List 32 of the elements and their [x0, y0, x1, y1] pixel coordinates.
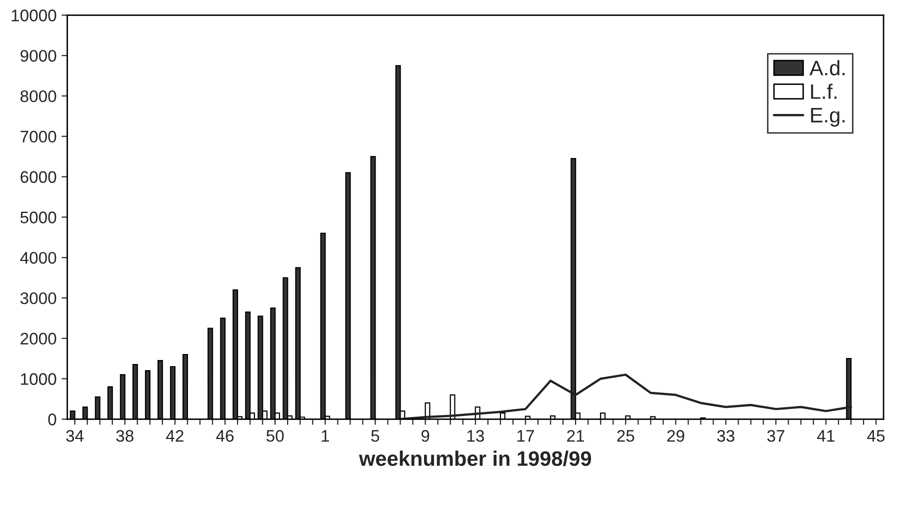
y-tick-label: 3000	[20, 292, 56, 304]
y-tick-label: 6000	[20, 171, 56, 183]
x-tick-label: 50	[266, 430, 284, 442]
x-tick-label: 5	[371, 430, 380, 442]
x-tick-label: 1	[322, 430, 329, 442]
x-tick-label: 34	[66, 430, 84, 442]
y-tick-label: 4000	[20, 252, 56, 264]
y-tick-label: 5000	[20, 212, 56, 224]
legend-label: E.g.	[811, 108, 845, 127]
y-tick-label: 10000	[12, 10, 56, 22]
x-tick-label: 46	[216, 430, 234, 442]
x-tick-label: 45	[867, 430, 885, 442]
y-tick-label: 2000	[20, 332, 56, 345]
x-axis-title: weeknumber in 1998/99	[358, 450, 592, 466]
x-tick-label: 9	[421, 430, 430, 442]
x-tick-label: 38	[116, 430, 134, 442]
x-tick-label: 41	[817, 430, 834, 442]
y-tick-label: 7000	[20, 130, 56, 143]
y-tick-label: 8000	[20, 90, 56, 102]
y-tick-label: 1000	[21, 373, 56, 385]
y-tick-label: 9000	[20, 50, 56, 62]
x-tick-label: 33	[717, 430, 734, 442]
x-tick-label: 25	[617, 430, 634, 442]
x-tick-label: 21	[567, 430, 584, 442]
x-tick-label: 37	[767, 430, 784, 442]
x-tick-label: 42	[166, 430, 184, 442]
legend-label: A.d.	[809, 60, 845, 76]
x-tick-label: 29	[667, 430, 684, 442]
legend-label: L.f.	[811, 84, 836, 99]
x-tick-label: 17	[517, 430, 534, 442]
x-tick-label: 13	[467, 430, 484, 442]
y-tick-label: 0	[48, 414, 56, 426]
